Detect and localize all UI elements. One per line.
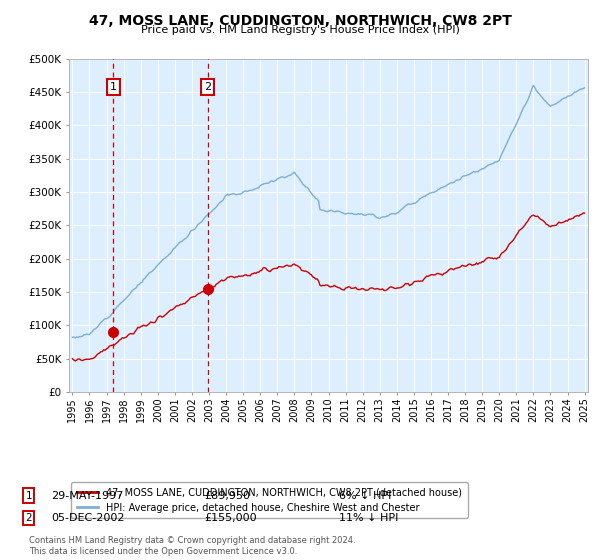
Text: £89,950: £89,950 [204,491,250,501]
Text: £155,000: £155,000 [204,513,257,523]
Text: 05-DEC-2002: 05-DEC-2002 [51,513,125,523]
Text: 1: 1 [110,82,117,92]
Text: Contains HM Land Registry data © Crown copyright and database right 2024.
This d: Contains HM Land Registry data © Crown c… [29,536,355,556]
Text: 11% ↓ HPI: 11% ↓ HPI [339,513,398,523]
Text: 47, MOSS LANE, CUDDINGTON, NORTHWICH, CW8 2PT: 47, MOSS LANE, CUDDINGTON, NORTHWICH, CW… [89,14,511,28]
Text: 6% ↓ HPI: 6% ↓ HPI [339,491,391,501]
Text: Price paid vs. HM Land Registry's House Price Index (HPI): Price paid vs. HM Land Registry's House … [140,25,460,35]
Text: 2: 2 [204,82,211,92]
Text: 29-MAY-1997: 29-MAY-1997 [51,491,124,501]
Text: 1: 1 [25,491,32,501]
Text: 2: 2 [25,513,32,523]
Legend: 47, MOSS LANE, CUDDINGTON, NORTHWICH, CW8 2PT (detached house), HPI: Average pri: 47, MOSS LANE, CUDDINGTON, NORTHWICH, CW… [71,482,468,519]
